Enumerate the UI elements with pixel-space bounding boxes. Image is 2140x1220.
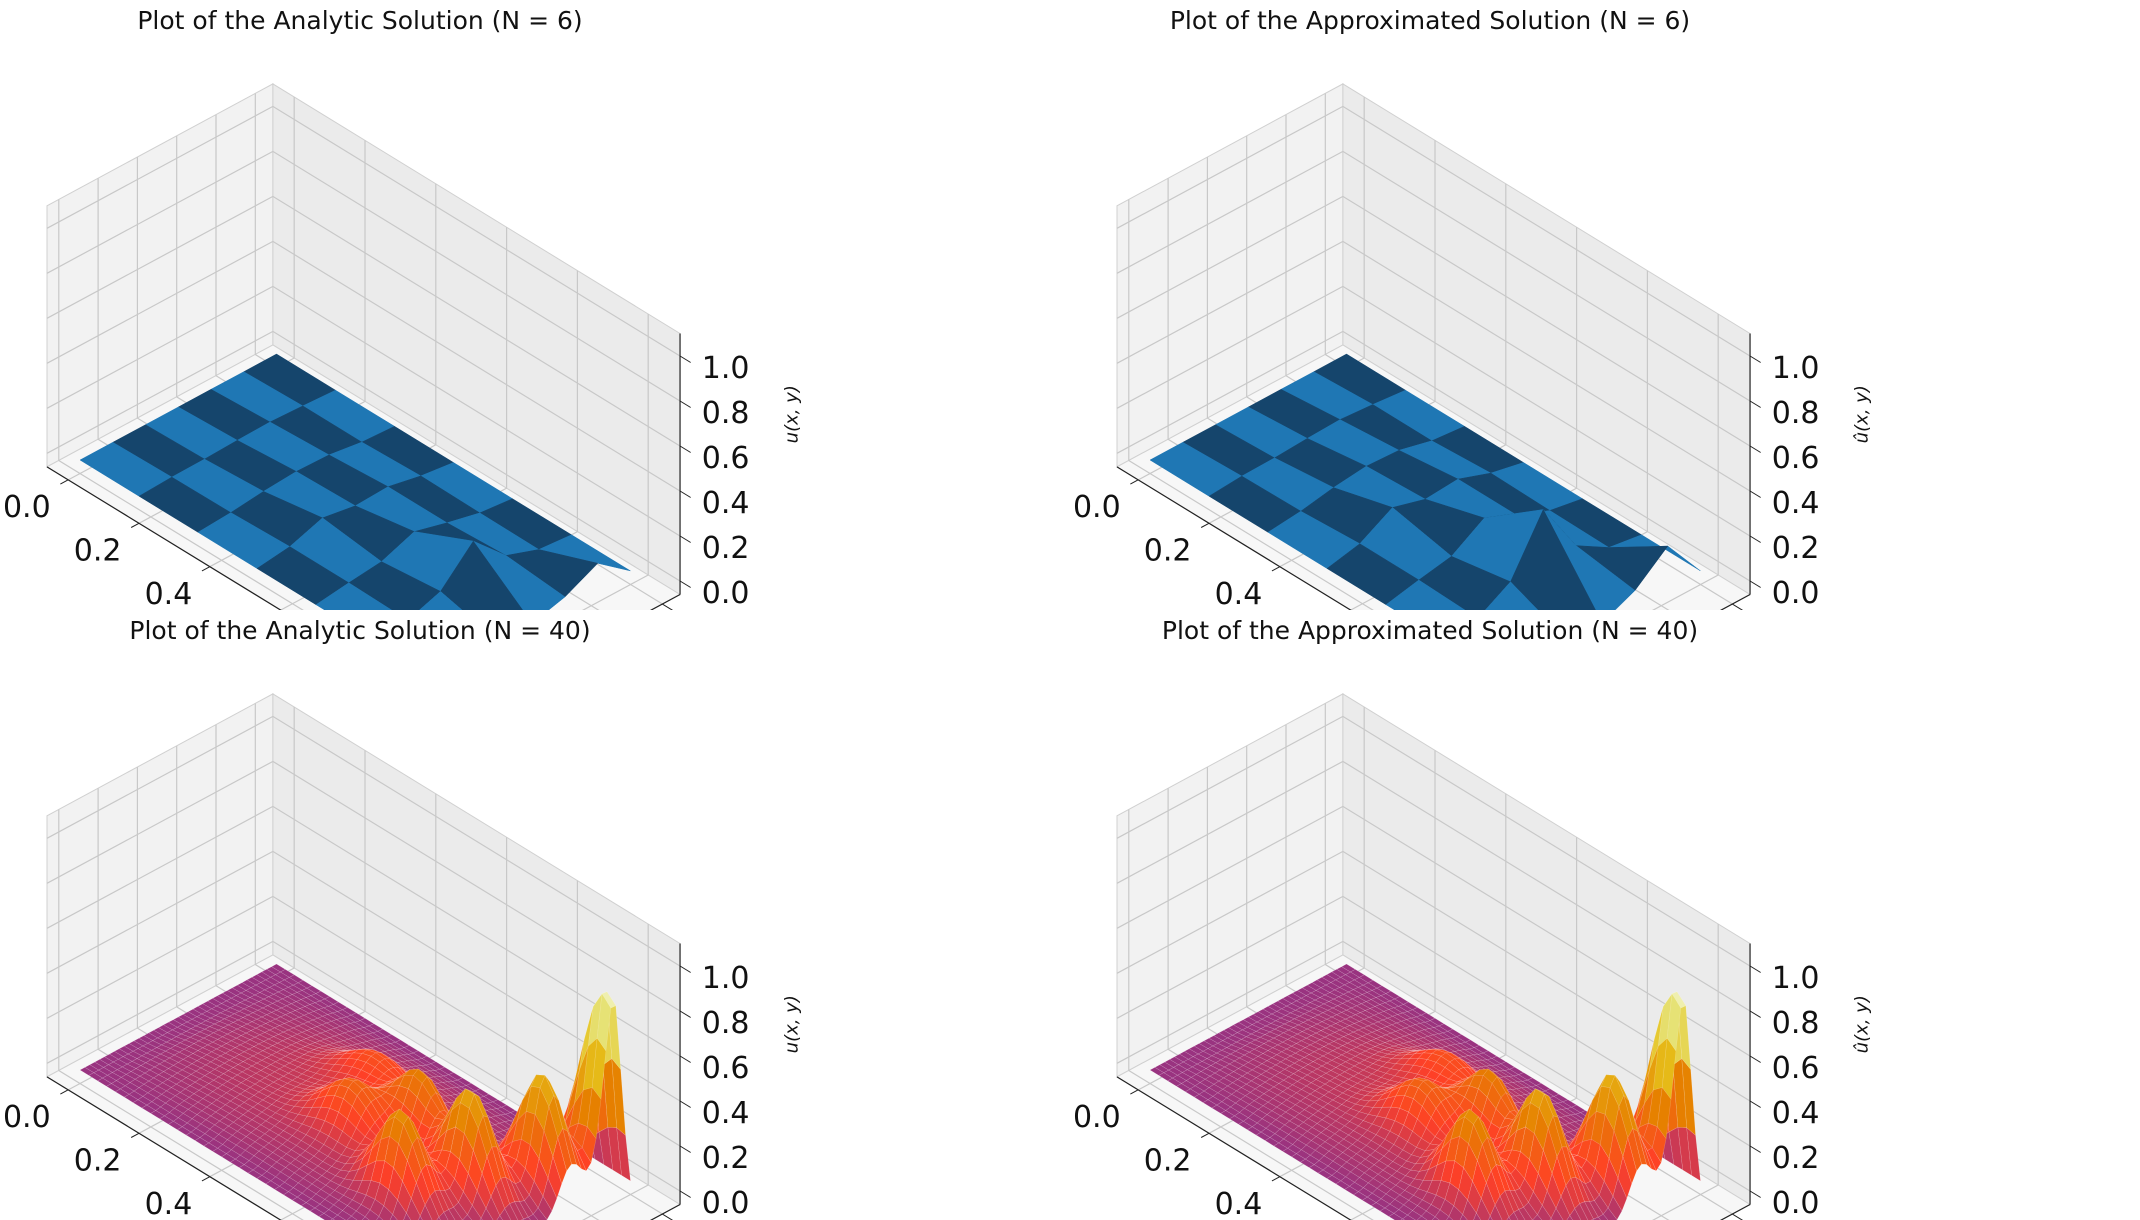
x-tick-label: 0.4 <box>145 577 193 610</box>
chart-panel-analytic-n40: Plot of the Analytic Solution (N = 40) 0… <box>0 610 1070 1220</box>
x-tick-label: 0.2 <box>1144 534 1192 569</box>
z-tick-label: 0.4 <box>702 486 750 521</box>
x-tick-label: 0.4 <box>1215 1187 1263 1220</box>
z-tick-label: 0.2 <box>1772 1141 1820 1176</box>
chart-panel-approx-n40: Plot of the Approximated Solution (N = 4… <box>1070 610 2140 1220</box>
z-tick-label: 0.0 <box>702 576 750 610</box>
x-tick-label: 0.0 <box>1073 1100 1121 1135</box>
z-tick <box>680 1011 691 1018</box>
z-tick <box>680 446 691 453</box>
z-tick <box>680 491 691 498</box>
z-tick-label: 0.8 <box>1772 396 1820 431</box>
z-tick <box>680 356 691 363</box>
z-tick-label: 0.0 <box>1772 576 1820 610</box>
x-tick-label: 0.0 <box>3 1100 51 1135</box>
z-tick <box>680 1191 691 1198</box>
x-tick-label: 0.0 <box>3 490 51 525</box>
z-tick-label: 0.6 <box>1772 1051 1820 1086</box>
z-axis-label: û(x, y) <box>1852 385 1873 443</box>
z-tick-label: 0.2 <box>702 531 750 566</box>
x-tick <box>202 567 210 571</box>
z-tick <box>680 581 691 588</box>
x-tick <box>1201 1133 1209 1137</box>
z-tick-label: 1.0 <box>1772 961 1820 996</box>
z-tick-label: 0.2 <box>1772 531 1820 566</box>
z-tick <box>1750 1011 1761 1018</box>
chart-panel-analytic-n6: Plot of the Analytic Solution (N = 6) 0.… <box>0 0 1070 610</box>
z-tick-label: 0.4 <box>1772 486 1820 521</box>
z-axis-label: u(x, y) <box>782 385 803 443</box>
z-tick-label: 0.6 <box>702 1051 750 1086</box>
z-tick <box>680 401 691 408</box>
x-tick-label: 0.4 <box>145 1187 193 1220</box>
x-tick <box>1272 567 1280 571</box>
z-tick-label: 0.8 <box>1772 1006 1820 1041</box>
x-tick <box>1130 1090 1138 1094</box>
x-tick <box>1201 523 1209 527</box>
x-tick <box>1130 480 1138 484</box>
chart-plot-area: 0.00.00.00.20.20.20.40.40.40.60.60.60.80… <box>1070 0 2140 610</box>
chart-panel-approx-n6: Plot of the Approximated Solution (N = 6… <box>1070 0 2140 610</box>
z-tick <box>1750 356 1761 363</box>
x-tick-label: 0.0 <box>1073 490 1121 525</box>
z-tick-label: 0.0 <box>1772 1186 1820 1220</box>
z-tick <box>680 1056 691 1063</box>
z-tick <box>1750 1191 1761 1198</box>
chart-plot-area: 0.00.00.00.20.20.20.40.40.40.60.60.60.80… <box>0 0 1070 610</box>
z-tick <box>680 966 691 973</box>
z-tick-label: 0.8 <box>702 1006 750 1041</box>
z-tick <box>1750 581 1761 588</box>
x-tick <box>202 1177 210 1181</box>
z-tick <box>680 536 691 543</box>
z-tick <box>1750 966 1761 973</box>
z-tick-label: 0.4 <box>702 1096 750 1131</box>
z-tick <box>680 1101 691 1108</box>
z-tick <box>1750 446 1761 453</box>
x-tick <box>131 1133 139 1137</box>
x-tick <box>60 1090 68 1094</box>
chart-plot-area: 0.00.00.00.20.20.20.40.40.40.60.60.60.80… <box>0 610 1070 1220</box>
x-tick-label: 0.2 <box>1144 1144 1192 1179</box>
z-tick <box>1750 536 1761 543</box>
chart-plot-area: 0.00.00.00.20.20.20.40.40.40.60.60.60.80… <box>1070 610 2140 1220</box>
z-tick-label: 0.4 <box>1772 1096 1820 1131</box>
z-tick-label: 1.0 <box>702 961 750 996</box>
z-tick-label: 1.0 <box>702 351 750 386</box>
x-tick <box>60 480 68 484</box>
z-tick <box>1750 1101 1761 1108</box>
x-tick-label: 0.4 <box>1215 577 1263 610</box>
z-tick <box>680 1146 691 1153</box>
z-tick-label: 1.0 <box>1772 351 1820 386</box>
z-tick <box>1750 1056 1761 1063</box>
z-tick <box>1750 1146 1761 1153</box>
y-tick <box>1732 1214 1746 1220</box>
z-tick-label: 0.8 <box>702 396 750 431</box>
z-tick-label: 0.6 <box>702 441 750 476</box>
x-tick <box>131 523 139 527</box>
z-axis-label: û(x, y) <box>1852 995 1873 1053</box>
x-tick-label: 0.2 <box>74 534 122 569</box>
z-tick <box>1750 491 1761 498</box>
z-tick-label: 0.2 <box>702 1141 750 1176</box>
z-tick-label: 0.6 <box>1772 441 1820 476</box>
z-axis-label: u(x, y) <box>782 995 803 1053</box>
z-tick-label: 0.0 <box>702 1186 750 1220</box>
y-tick <box>662 1214 676 1220</box>
z-tick <box>1750 401 1761 408</box>
x-tick-label: 0.2 <box>74 1144 122 1179</box>
x-tick <box>1272 1177 1280 1181</box>
